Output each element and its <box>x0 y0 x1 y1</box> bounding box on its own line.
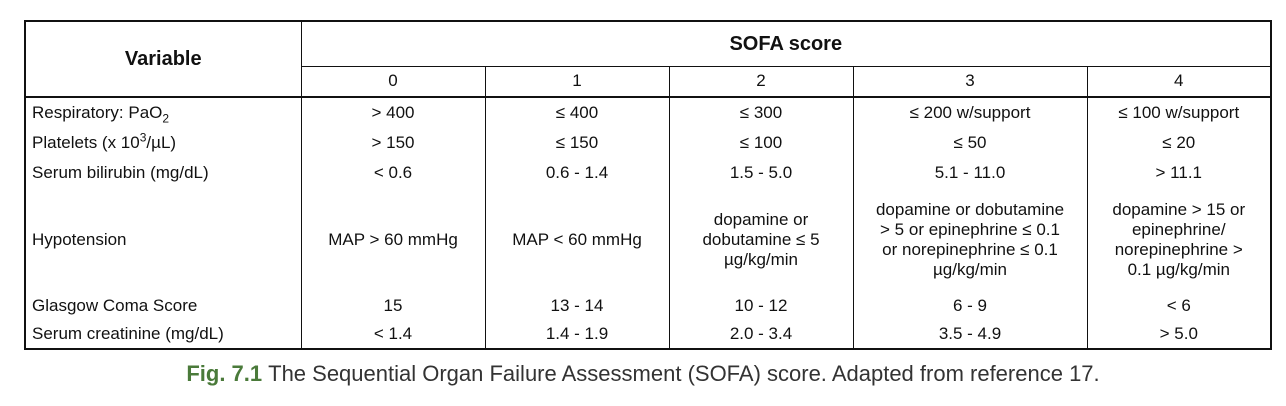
score-cell: > 400 <box>300 97 485 128</box>
score-cell: 13 - 14 <box>484 292 669 320</box>
score-column-2: 2 <box>668 66 853 98</box>
table-body: Respiratory: PaO2 > 400 ≤ 400 ≤ 300 ≤ 200 w/… <box>25 97 1272 349</box>
row-label-text: Glasgow Coma Score <box>32 296 198 315</box>
score-cell: ≤ 400 <box>484 97 669 128</box>
score-cell: ≤ 150 <box>484 128 669 158</box>
score-column-0: 0 <box>301 66 485 98</box>
score-cell: > 150 <box>300 128 485 158</box>
score-cell: ≤ 100 <box>668 128 853 158</box>
score-cell: 10 - 12 <box>668 292 853 320</box>
row-label-text: Platelets (x 10 <box>32 133 140 152</box>
score-cell: < 0.6 <box>300 158 485 188</box>
score-cell: < 1.4 <box>300 320 485 349</box>
figure-label: Fig. 7.1 <box>186 361 263 386</box>
score-cell: 1.4 - 1.9 <box>484 320 669 349</box>
score-cell: > 11.1 <box>1086 158 1272 188</box>
score-column-3: 3 <box>852 66 1087 98</box>
row-label: Serum creatinine (mg/dL) <box>25 320 302 349</box>
score-cell: dopamine > 15 or epinephrine/ norepineph… <box>1086 188 1272 292</box>
sofa-score-table: Variable SOFA score 0 1 2 3 4 Respirator… <box>24 20 1273 350</box>
score-column-1: 1 <box>484 66 669 98</box>
row-label: Glasgow Coma Score <box>25 292 302 320</box>
score-cell: < 6 <box>1086 292 1272 320</box>
score-column-4: 4 <box>1086 66 1272 98</box>
table-row: Hypotension MAP > 60 mmHg MAP < 60 mmHg dop… <box>25 188 1272 292</box>
score-cell: ≤ 100 w/support <box>1086 97 1272 128</box>
row-label-subscript: 2 <box>162 111 170 126</box>
row-label-superscript: 3 <box>139 130 147 145</box>
score-cell: 0.6 - 1.4 <box>484 158 669 188</box>
figure-caption-text: The Sequential Organ Failure Assessment … <box>268 361 1100 386</box>
sofa-score-header: SOFA score <box>301 21 1272 67</box>
score-cell: ≤ 50 <box>852 128 1087 158</box>
score-cell: 1.5 - 5.0 <box>668 158 853 188</box>
variable-header: Variable <box>25 21 302 98</box>
row-label-text: Respiratory: PaO <box>32 103 163 122</box>
score-cell: ≤ 200 w/support <box>852 97 1087 128</box>
figure-caption: Fig. 7.1 The Sequential Organ Failure Ass… <box>0 361 1286 387</box>
table-row: Serum bilirubin (mg/dL) < 0.6 0.6 - 1.4 1.5… <box>25 158 1272 188</box>
table-row: Platelets (x 103/µL) > 150 ≤ 150 ≤ 100 ≤ 50 ≤… <box>25 128 1272 158</box>
score-cell: dopamine or dobutamine > 5 or epinephrin… <box>852 188 1087 292</box>
score-cell: MAP > 60 mmHg <box>300 188 485 292</box>
score-cell: 6 - 9 <box>852 292 1087 320</box>
row-label: Platelets (x 103/µL) <box>25 128 302 158</box>
score-cell: dopamine or dobutamine ≤ 5 µg/kg/min <box>668 188 853 292</box>
row-label-tail: /µL) <box>146 133 177 152</box>
table-row: Glasgow Coma Score 15 13 - 14 10 - 12 6 - 9 <… <box>25 292 1272 320</box>
score-cell: 2.0 - 3.4 <box>668 320 853 349</box>
row-label: Hypotension <box>25 188 302 292</box>
table-row: Serum creatinine (mg/dL) < 1.4 1.4 - 1.9 2.… <box>25 320 1272 349</box>
score-cell: ≤ 20 <box>1086 128 1272 158</box>
score-cell: 3.5 - 4.9 <box>852 320 1087 349</box>
table-row: Respiratory: PaO2 > 400 ≤ 400 ≤ 300 ≤ 200 w/… <box>25 97 1272 128</box>
score-cell: MAP < 60 mmHg <box>484 188 669 292</box>
row-label: Serum bilirubin (mg/dL) <box>25 158 302 188</box>
score-cell: 15 <box>300 292 485 320</box>
row-label: Respiratory: PaO2 <box>25 97 302 128</box>
row-label-text: Serum bilirubin (mg/dL) <box>32 163 209 182</box>
row-label-text: Hypotension <box>32 230 127 249</box>
score-cell: ≤ 300 <box>668 97 853 128</box>
row-label-text: Serum creatinine (mg/dL) <box>32 324 224 343</box>
score-cell: > 5.0 <box>1086 320 1272 349</box>
score-cell: 5.1 - 11.0 <box>852 158 1087 188</box>
